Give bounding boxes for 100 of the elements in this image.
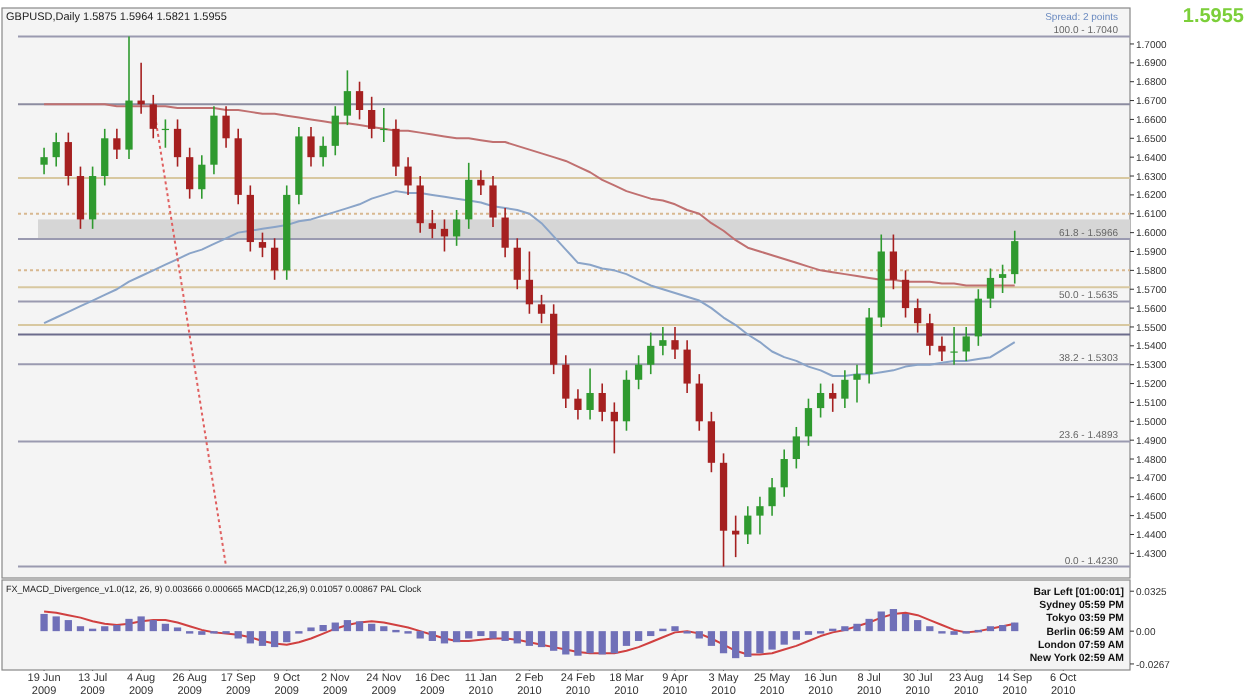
candlestick <box>901 269 910 319</box>
bar <box>489 631 497 639</box>
text: 1.5955 <box>1182 6 1245 28</box>
bar <box>440 631 449 644</box>
bar <box>513 631 521 644</box>
candlestick <box>841 369 849 409</box>
candlestick <box>586 367 594 421</box>
bar <box>586 631 594 654</box>
candlestick <box>829 382 837 413</box>
candlestick <box>416 175 424 234</box>
candlestick <box>246 184 254 253</box>
candlestick <box>792 426 800 470</box>
candlestick <box>683 339 691 394</box>
bar <box>380 626 388 632</box>
candlestick <box>355 80 364 121</box>
candlestick <box>744 505 752 545</box>
bar <box>137 616 145 632</box>
candlestick <box>537 294 546 324</box>
bar <box>283 631 291 643</box>
bar <box>319 625 327 632</box>
candlestick <box>647 331 655 375</box>
bar <box>40 613 48 632</box>
bar <box>622 631 631 646</box>
bar <box>52 616 60 632</box>
bar <box>695 631 703 639</box>
bar <box>792 631 800 640</box>
candlestick <box>998 263 1007 294</box>
bar <box>901 613 910 632</box>
candlestick <box>76 165 85 230</box>
bar <box>671 626 679 632</box>
candlestick <box>40 146 48 175</box>
bar <box>732 631 740 659</box>
bar <box>574 631 582 656</box>
candlestick <box>173 118 182 168</box>
bar <box>768 631 776 650</box>
bar <box>780 631 788 645</box>
bar <box>149 620 157 632</box>
bar <box>756 631 764 654</box>
bar <box>64 620 72 632</box>
bar <box>841 626 849 632</box>
line-series <box>43 610 1016 656</box>
candlestick <box>52 131 60 168</box>
bar <box>550 631 558 651</box>
candlestick <box>331 105 339 157</box>
bar <box>101 626 109 632</box>
candlestick <box>914 297 922 334</box>
bar <box>707 631 716 646</box>
bar <box>343 620 352 632</box>
candlestick <box>428 209 436 240</box>
bar <box>477 631 485 637</box>
candlestick <box>938 335 946 362</box>
bar <box>853 623 861 632</box>
candlestick <box>222 105 230 149</box>
candlestick <box>974 288 982 347</box>
bar <box>744 631 752 657</box>
bar <box>525 631 534 646</box>
candlestick <box>307 126 315 168</box>
bar <box>914 620 922 632</box>
candlestick <box>926 312 934 357</box>
candlestick <box>768 477 776 517</box>
bar <box>368 623 376 632</box>
candlestick <box>501 207 509 258</box>
bar <box>161 623 170 632</box>
candlestick <box>319 135 327 168</box>
candlestick <box>853 363 861 404</box>
candlestick <box>525 250 534 315</box>
candlestick <box>343 69 352 126</box>
bar <box>416 631 424 639</box>
candlestick <box>950 326 958 366</box>
candlestick <box>113 128 121 160</box>
candlestick <box>622 369 631 432</box>
bar <box>598 631 606 655</box>
bar <box>719 631 728 654</box>
bar <box>125 618 133 632</box>
bar <box>889 609 898 632</box>
bar <box>998 625 1007 632</box>
candlestick <box>368 95 376 140</box>
bar <box>428 631 436 641</box>
candlestick <box>756 495 764 536</box>
bar <box>258 631 267 646</box>
candlestick <box>598 382 606 423</box>
candlestick <box>198 154 206 200</box>
bar <box>246 631 254 644</box>
candlestick <box>962 326 970 362</box>
candlestick <box>780 448 788 498</box>
candlestick <box>986 267 995 309</box>
candlestick <box>889 233 898 291</box>
candlestick <box>695 373 703 432</box>
candlestick <box>149 94 157 140</box>
bar <box>234 631 242 639</box>
candlestick <box>489 175 497 228</box>
candlestick <box>671 326 679 360</box>
bar <box>537 631 546 648</box>
bar <box>877 611 885 632</box>
candlestick <box>804 397 813 447</box>
candlestick <box>659 326 667 357</box>
candlestick <box>562 354 570 409</box>
bar <box>986 626 995 632</box>
candlestick <box>64 131 72 187</box>
candlestick <box>477 169 485 196</box>
